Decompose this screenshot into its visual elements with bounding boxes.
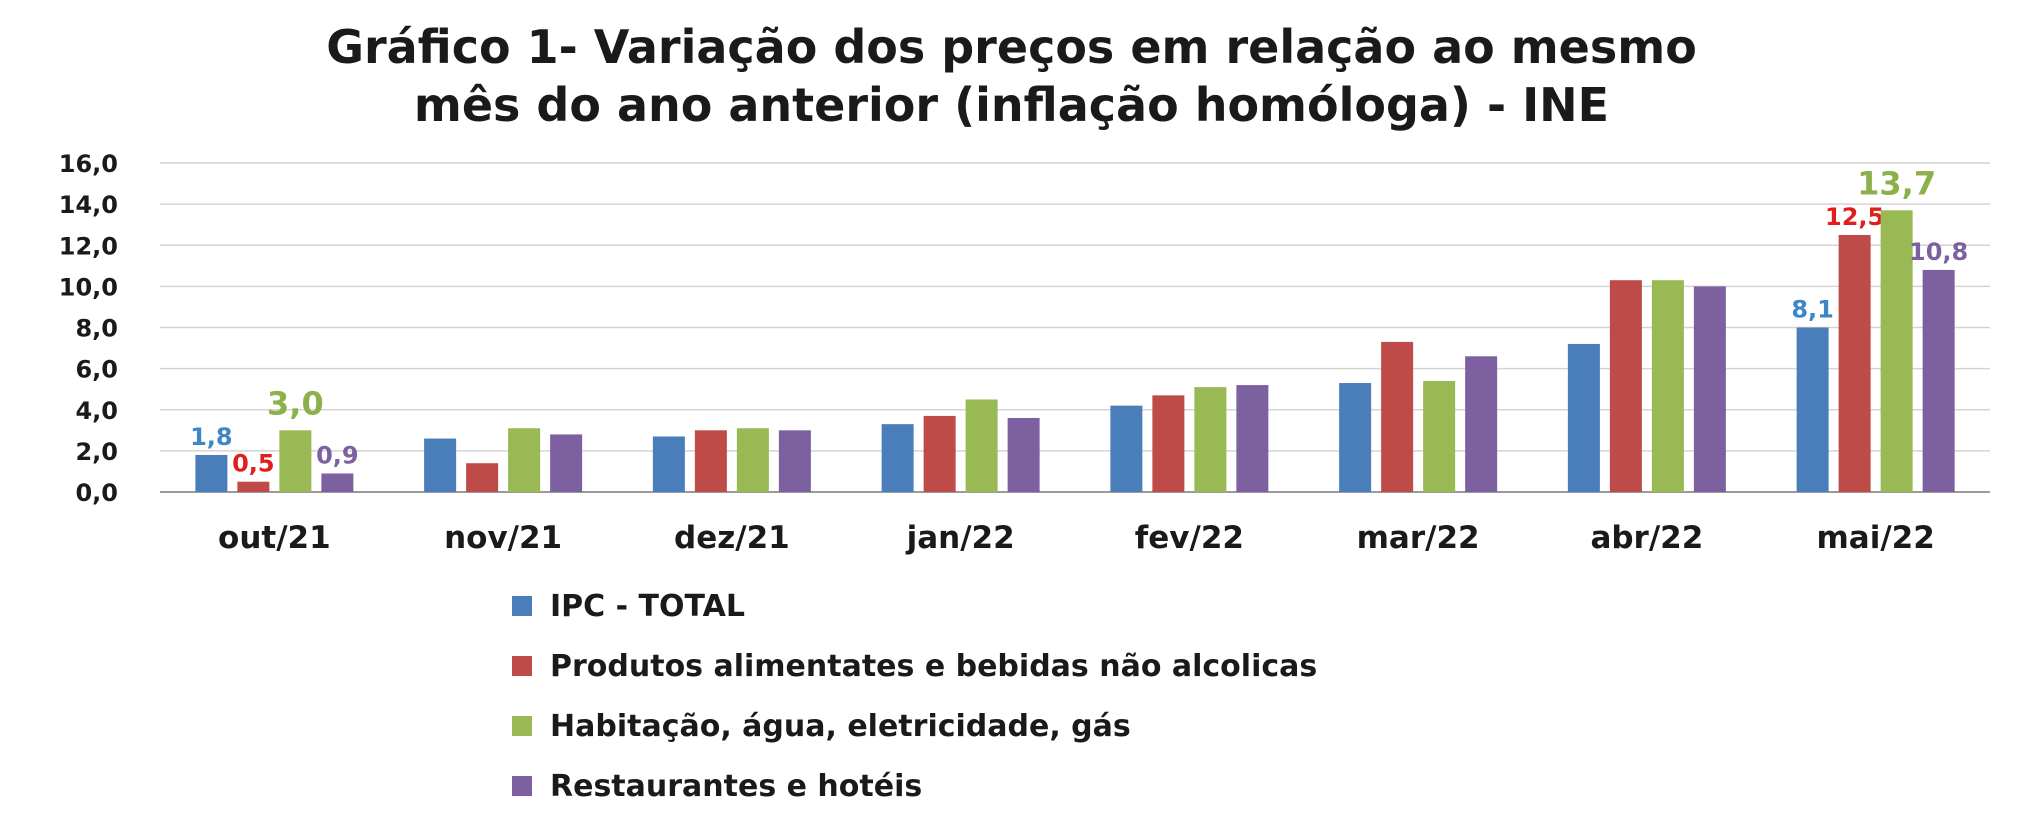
bar [508, 428, 541, 492]
bar [652, 436, 685, 492]
bar [1007, 417, 1040, 492]
bar [1194, 387, 1227, 492]
data-label: 12,5 [1825, 203, 1884, 231]
data-label: 0,5 [232, 450, 275, 478]
legend: IPC - TOTAL Produtos alimentates e bebid… [512, 576, 1317, 816]
y-tick-label: 14,0 [59, 191, 118, 219]
legend-item: Restaurantes e hotéis [512, 756, 1317, 816]
bar [1922, 269, 1955, 492]
bar [1838, 234, 1871, 492]
y-tick-label: 10,0 [59, 273, 118, 301]
bar [1110, 405, 1143, 492]
bar [1693, 286, 1726, 492]
bar [881, 424, 914, 492]
legend-swatch-ipc-total [512, 596, 532, 616]
bar [923, 415, 956, 492]
legend-item: IPC - TOTAL [512, 576, 1317, 636]
bar [1609, 280, 1642, 492]
bar [1651, 280, 1684, 492]
data-label: 0,9 [316, 441, 359, 469]
data-label: 8,1 [1791, 296, 1834, 324]
chart-title: Gráfico 1- Variação dos preços em relaçã… [0, 18, 2023, 134]
data-label: 10,8 [1909, 238, 1968, 266]
bar [321, 473, 354, 492]
chart-title-line-1: Gráfico 1- Variação dos preços em relaçã… [326, 20, 1697, 74]
y-tick-label: 6,0 [75, 356, 118, 384]
y-tick-label: 16,0 [59, 150, 118, 178]
bar [424, 438, 457, 492]
bar [1796, 327, 1829, 492]
bar [1236, 385, 1269, 492]
x-tick-label: abr/22 [1590, 520, 1703, 556]
bar [1423, 380, 1456, 492]
y-tick-label: 8,0 [75, 315, 118, 343]
bar [1880, 210, 1913, 492]
legend-label-ipc-total: IPC - TOTAL [550, 588, 745, 624]
bar [550, 434, 583, 492]
legend-swatch-restaurantes [512, 776, 532, 796]
bar [1465, 356, 1498, 492]
x-tick-label: out/21 [218, 520, 331, 556]
chart-title-line-2: mês do ano anterior (inflação homóloga) … [413, 78, 1610, 132]
legend-label-produtos-alimentares: Produtos alimentates e bebidas não alcol… [550, 648, 1318, 684]
x-tick-label: mar/22 [1357, 520, 1480, 556]
bar [1339, 383, 1372, 492]
data-label: 3,0 [267, 384, 324, 422]
legend-swatch-habitacao [512, 716, 532, 736]
legend-label-habitacao: Habitação, água, eletricidade, gás [550, 708, 1131, 744]
x-tick-label: fev/22 [1135, 520, 1244, 556]
bar [694, 430, 727, 492]
bar [1152, 395, 1185, 492]
y-tick-label: 4,0 [75, 397, 118, 425]
data-label: 1,8 [190, 423, 233, 451]
bar [1567, 343, 1600, 492]
y-tick-label: 2,0 [75, 438, 118, 466]
x-tick-label: mai/22 [1816, 520, 1934, 556]
legend-item: Produtos alimentates e bebidas não alcol… [512, 636, 1317, 696]
x-tick-label: jan/22 [905, 520, 1015, 556]
y-tick-label: 0,0 [75, 479, 118, 507]
bar [965, 399, 998, 492]
legend-swatch-produtos-alimentares [512, 656, 532, 676]
y-tick-label: 12,0 [59, 232, 118, 260]
bar [279, 430, 312, 492]
legend-label-restaurantes: Restaurantes e hotéis [550, 768, 923, 804]
bar [466, 463, 499, 492]
bar-chart: 0,0 2,0 4,0 6,0 8,0 10,0 12,0 14,0 16,0 1,80,5 3,0… [59, 150, 1990, 556]
data-label: 13,7 [1857, 164, 1936, 202]
bar [778, 430, 811, 492]
bar [195, 454, 228, 492]
legend-item: Habitação, água, eletricidade, gás [512, 696, 1317, 756]
x-tick-label: dez/21 [674, 520, 790, 556]
x-tick-label: nov/21 [444, 520, 562, 556]
bar [237, 481, 270, 492]
bar [1381, 341, 1414, 492]
bar [736, 428, 769, 492]
